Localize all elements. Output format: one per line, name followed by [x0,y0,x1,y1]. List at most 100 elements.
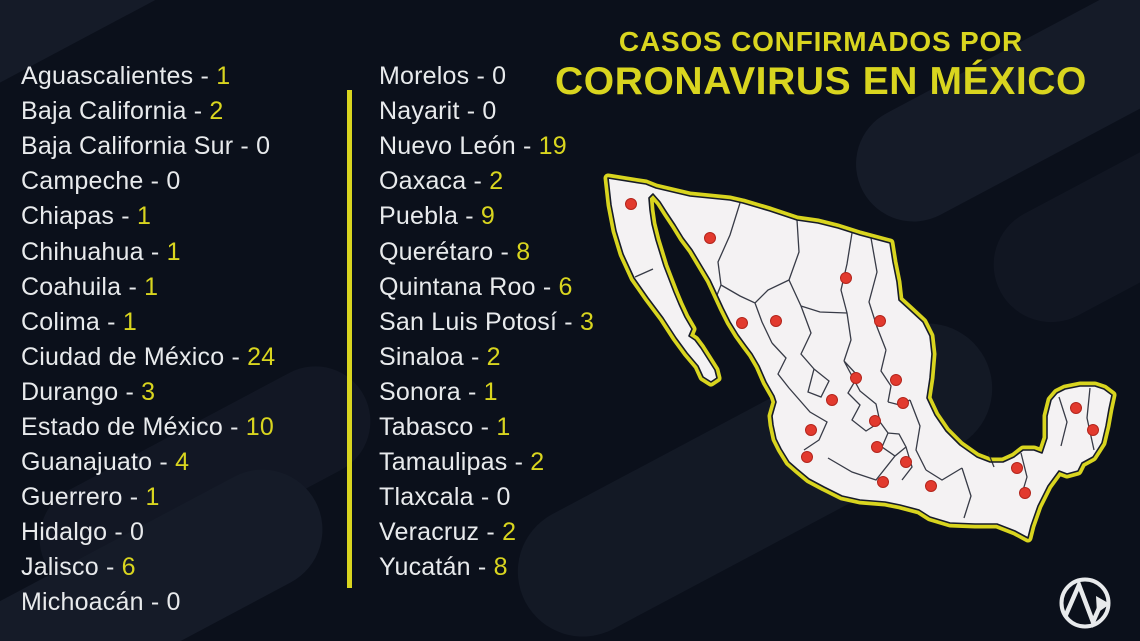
title-line-2: CORONAVIRUS EN MÉXICO [555,60,1087,103]
case-marker [840,272,852,284]
state-count: 0 [256,132,271,161]
separator: - [470,553,494,582]
state-name: Sonora [379,377,461,406]
state-name: Chiapas [21,202,115,231]
state-count: 8 [516,237,531,266]
separator: - [118,377,142,406]
state-count: 0 [166,588,181,617]
separator: - [107,518,131,547]
state-row: Tlaxcala - 0 [379,480,594,515]
state-name: Coahuila [21,272,122,301]
case-marker [805,424,817,436]
state-row: Ciudad de México - 24 [21,340,275,375]
separator: - [535,272,559,301]
states-column-left: Aguascalientes - 1 Baja California - 2 Baj… [21,59,275,621]
case-marker [897,397,909,409]
state-row: Querétaro - 8 [379,234,594,269]
state-count: 1 [145,483,160,512]
brand-logo [1059,577,1111,629]
separator: - [143,167,167,196]
state-row: Aguascalientes - 1 [21,59,275,94]
state-count: 0 [492,62,507,91]
state-row: Sonora - 1 [379,375,594,410]
separator: - [507,448,531,477]
state-name: Jalisco [21,553,99,582]
separator: - [224,342,248,371]
case-marker [871,441,883,453]
state-row: Colima - 1 [21,305,275,340]
state-name: Guanajuato [21,448,153,477]
state-row: Tamaulipas - 2 [379,445,594,480]
state-name: Baja California [21,97,187,126]
state-count: 2 [486,342,501,371]
state-count: 24 [247,342,276,371]
state-count: 1 [483,377,498,406]
state-name: Puebla [379,202,459,231]
state-row: Baja California Sur - 0 [21,129,275,164]
state-count: 2 [209,97,224,126]
case-marker [1011,462,1023,474]
case-marker [900,456,912,468]
state-name: Colima [21,307,100,336]
case-marker [625,198,637,210]
state-row: Morelos - 0 [379,59,594,94]
state-name: Nayarit [379,97,460,126]
state-count: 0 [166,167,181,196]
state-name: San Luis Potosí [379,307,558,336]
separator: - [100,307,123,336]
state-row: Puebla - 9 [379,199,594,234]
separator: - [152,448,176,477]
state-count: 3 [141,377,156,406]
case-marker [877,476,889,488]
state-row: Guanajuato - 4 [21,445,275,480]
state-row: Durango - 3 [21,375,275,410]
state-name: Querétaro [379,237,494,266]
separator: - [557,307,580,336]
state-row: Hidalgo - 0 [21,515,275,550]
state-name: Quintana Roo [379,272,536,301]
separator: - [186,97,210,126]
state-row: Nayarit - 0 [379,94,594,129]
state-count: 2 [530,448,545,477]
state-row: Guerrero - 1 [21,480,275,515]
case-marker [770,315,782,327]
state-row: Tabasco - 1 [379,410,594,445]
separator: - [473,483,497,512]
state-count: 1 [122,307,137,336]
state-name: Michoacán [21,588,144,617]
separator: - [466,167,490,196]
state-row: Michoacán - 0 [21,585,275,620]
state-count: 0 [482,97,497,126]
separator: - [463,342,487,371]
separator: - [469,62,493,91]
case-marker [874,315,886,327]
separator: - [460,377,484,406]
state-count: 8 [493,553,508,582]
state-row: Baja California - 2 [21,94,275,129]
state-count: 1 [136,202,152,231]
state-count: 1 [166,237,181,266]
state-count: 9 [480,202,495,231]
state-count: 1 [216,62,231,91]
state-name: Estado de México [21,412,223,441]
state-name: Durango [21,377,119,406]
separator: - [98,553,122,582]
separator: - [222,412,246,441]
separator: - [459,97,483,126]
state-name: Yucatán [379,553,471,582]
state-count: 2 [489,167,504,196]
state-count: 6 [558,272,573,301]
mexico-map [603,173,1117,543]
state-count: 3 [579,307,595,336]
state-name: Chihuahua [21,237,144,266]
state-row: Jalisco - 6 [21,550,275,585]
case-marker [1087,424,1099,436]
case-marker [1070,402,1082,414]
state-name: Guerrero [21,483,123,512]
state-row: Chihuahua - 1 [21,234,275,269]
state-row: Sinaloa - 2 [379,340,594,375]
state-name: Hidalgo [21,518,108,547]
separator: - [493,237,517,266]
state-name: Tlaxcala [379,483,474,512]
